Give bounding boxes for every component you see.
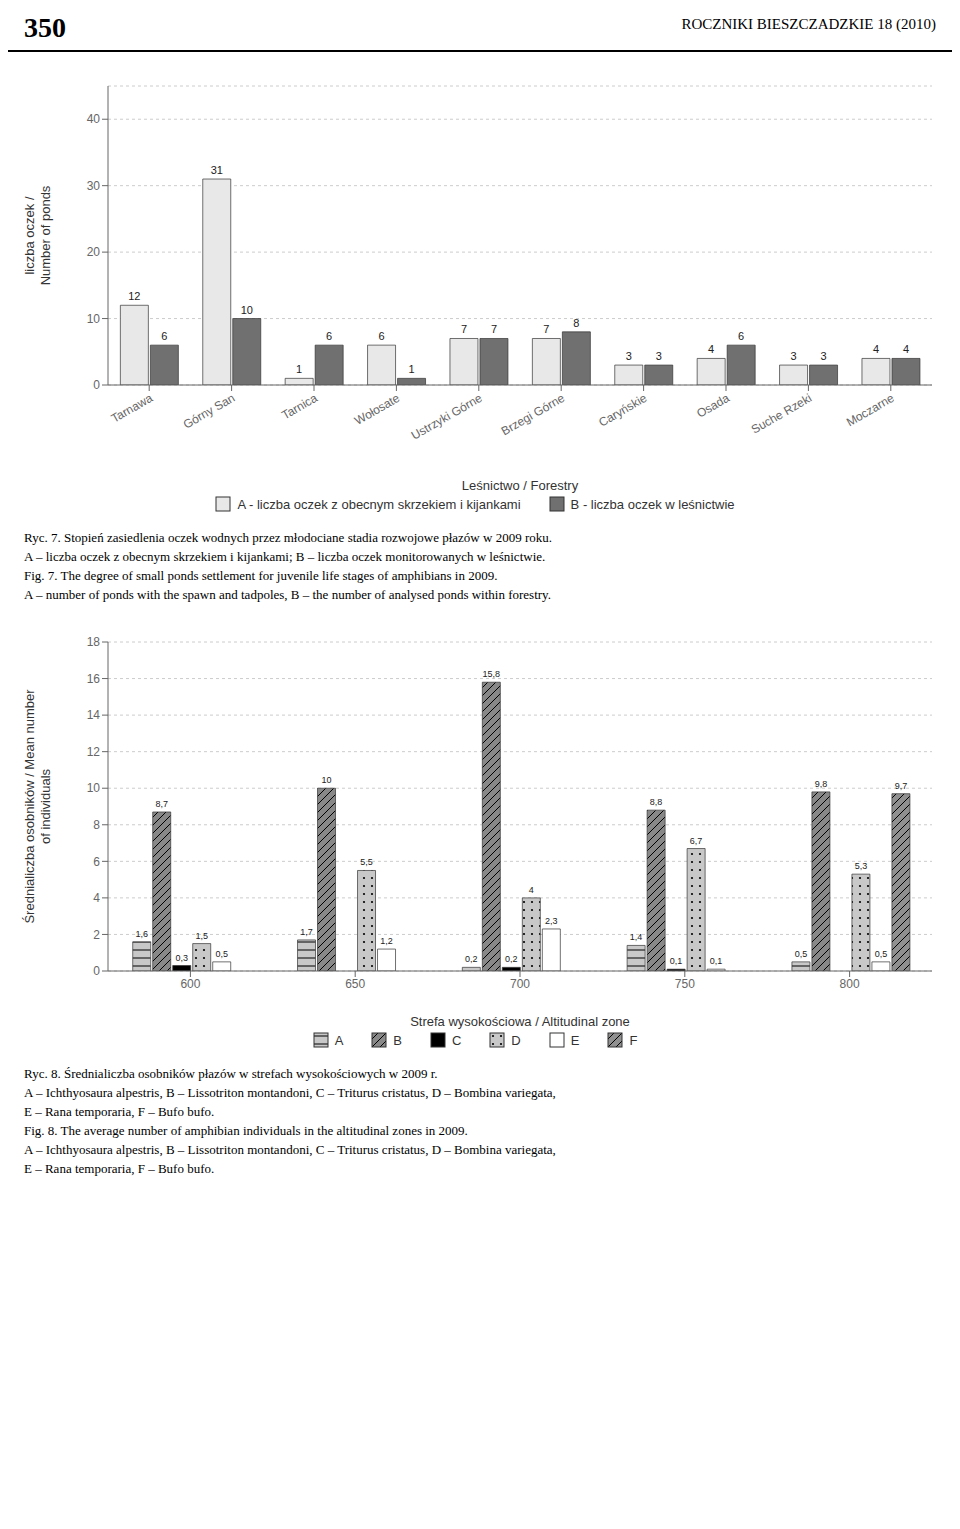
html-text:Fig. 7. The degree of small po: Fig. 7. The degree of small ponds settle… — [24, 568, 498, 583]
svg-text:20: 20 — [87, 245, 101, 259]
html-text:Ryc. 8. Średnialiczba osobnikó: Ryc. 8. Średnialiczba osobników płazów w… — [24, 1066, 438, 1081]
svg-text:Brzegi Górne: Brzegi Górne — [499, 391, 568, 439]
html-text:Ryc. 7. Stopień zasiedlenia oc: Ryc. 7. Stopień zasiedlenia oczek wodnyc… — [24, 530, 552, 545]
svg-text:Leśnictwo / Forestry: Leśnictwo / Forestry — [462, 478, 579, 493]
html-text:E: E — [570, 1032, 580, 1048]
svg-text:6: 6 — [161, 330, 167, 342]
svg-text:1: 1 — [408, 363, 414, 375]
svg-text:Średnialiczba osobników / Mean: Średnialiczba osobników / Mean numberof … — [22, 689, 53, 924]
svg-text:8,8: 8,8 — [650, 797, 663, 807]
html-text:A – number of ponds with the s: A – number of ponds with the spawn and t… — [24, 587, 551, 602]
svg-text:0,1: 0,1 — [710, 956, 723, 966]
svg-text:7: 7 — [491, 323, 497, 335]
svg-text:18: 18 — [87, 635, 101, 649]
html-text:C: C — [452, 1032, 462, 1048]
svg-text:0: 0 — [93, 964, 100, 978]
html-text:A - liczba oczek z obecnym skr: A - liczba oczek z obecnym skrzekiem i k… — [237, 496, 521, 512]
svg-text:6: 6 — [738, 330, 744, 342]
svg-text:liczba oczek /Number of ponds: liczba oczek /Number of ponds — [22, 185, 53, 285]
html-text:A: A — [334, 1032, 344, 1048]
html-text:ROCZNIKI BIESZCZADZKIE 18 (201: ROCZNIKI BIESZCZADZKIE 18 (2010) — [681, 16, 936, 32]
svg-text:3: 3 — [656, 350, 662, 362]
svg-text:10: 10 — [87, 781, 101, 795]
svg-text:3: 3 — [790, 350, 796, 362]
svg-text:Tarnawa: Tarnawa — [109, 391, 156, 426]
svg-text:4: 4 — [873, 343, 879, 355]
svg-text:0,1: 0,1 — [670, 956, 683, 966]
svg-text:0,5: 0,5 — [215, 949, 228, 959]
svg-text:2,3: 2,3 — [545, 916, 558, 926]
svg-text:14: 14 — [87, 708, 101, 722]
svg-text:Moczarne: Moczarne — [844, 391, 897, 430]
html-text:E – Rana temporaria, F – Bufo: E – Rana temporaria, F – Bufo bufo. — [24, 1104, 215, 1119]
svg-text:4: 4 — [93, 891, 100, 905]
svg-text:0,2: 0,2 — [505, 954, 518, 964]
svg-text:1: 1 — [296, 363, 302, 375]
svg-text:6: 6 — [378, 330, 384, 342]
svg-text:Wołosate: Wołosate — [352, 391, 402, 428]
svg-text:3: 3 — [626, 350, 632, 362]
html-text:D: D — [511, 1032, 521, 1048]
html-text:E – Rana temporaria, F – Bufo: E – Rana temporaria, F – Bufo bufo. — [24, 1161, 215, 1176]
svg-text:30: 30 — [87, 179, 101, 193]
html-text:Fig. 8. The average number of: Fig. 8. The average number of amphibian … — [24, 1123, 468, 1138]
svg-text:0,2: 0,2 — [465, 954, 478, 964]
svg-text:1,6: 1,6 — [135, 929, 148, 939]
svg-text:5,3: 5,3 — [855, 861, 868, 871]
svg-text:3: 3 — [820, 350, 826, 362]
svg-text:6: 6 — [93, 855, 100, 869]
svg-text:6: 6 — [326, 330, 332, 342]
html-text:A – Ichthyosaura alpestris, B: A – Ichthyosaura alpestris, B – Lissotri… — [24, 1085, 556, 1100]
svg-text:Caryńskie: Caryńskie — [596, 391, 649, 430]
svg-text:650: 650 — [345, 977, 365, 991]
svg-text:Ustrzyki Górne: Ustrzyki Górne — [409, 391, 485, 443]
svg-text:800: 800 — [840, 977, 860, 991]
svg-text:2: 2 — [93, 928, 100, 942]
svg-text:1,5: 1,5 — [195, 931, 208, 941]
svg-text:8: 8 — [93, 818, 100, 832]
svg-text:12: 12 — [128, 290, 140, 302]
html-text:B - liczba oczek w leśnictwie: B - liczba oczek w leśnictwie — [570, 496, 735, 512]
svg-text:15,8: 15,8 — [483, 669, 501, 679]
svg-text:0,3: 0,3 — [175, 953, 188, 963]
svg-text:600: 600 — [180, 977, 200, 991]
svg-text:10: 10 — [322, 775, 332, 785]
svg-text:8: 8 — [573, 317, 579, 329]
svg-text:12: 12 — [87, 745, 101, 759]
svg-text:750: 750 — [675, 977, 695, 991]
svg-text:0,5: 0,5 — [875, 949, 888, 959]
html-text:350: 350 — [24, 12, 66, 43]
svg-text:5,5: 5,5 — [360, 857, 373, 867]
svg-text:10: 10 — [241, 304, 253, 316]
svg-text:1,7: 1,7 — [300, 927, 313, 937]
svg-text:1,4: 1,4 — [630, 932, 643, 942]
html-text:A – Ichthyosaura alpestris, B: A – Ichthyosaura alpestris, B – Lissotri… — [24, 1142, 556, 1157]
svg-text:0: 0 — [93, 378, 100, 392]
svg-text:40: 40 — [87, 112, 101, 126]
svg-text:31: 31 — [211, 164, 223, 176]
html-text:A – liczba oczek z obecnym skr: A – liczba oczek z obecnym skrzekiem i k… — [24, 549, 546, 564]
svg-text:7: 7 — [543, 323, 549, 335]
svg-text:Górny San: Górny San — [181, 391, 238, 432]
svg-text:1,2: 1,2 — [380, 936, 393, 946]
svg-text:6,7: 6,7 — [690, 836, 703, 846]
svg-text:4: 4 — [903, 343, 909, 355]
svg-text:8,7: 8,7 — [155, 799, 168, 809]
svg-text:Suche Rzeki: Suche Rzeki — [749, 391, 814, 437]
svg-text:10: 10 — [87, 312, 101, 326]
svg-text:7: 7 — [461, 323, 467, 335]
svg-text:Strefa wysokościowa / Altitudi: Strefa wysokościowa / Altitudinal zone — [410, 1014, 630, 1029]
svg-text:9,8: 9,8 — [815, 779, 828, 789]
svg-text:9,7: 9,7 — [895, 781, 908, 791]
html-text:B: B — [393, 1032, 402, 1048]
svg-text:Tarnica: Tarnica — [279, 391, 320, 423]
svg-text:16: 16 — [87, 672, 101, 686]
svg-text:0,5: 0,5 — [795, 949, 808, 959]
svg-text:700: 700 — [510, 977, 530, 991]
svg-text:Osada: Osada — [694, 391, 732, 421]
html-text:F: F — [629, 1032, 638, 1048]
svg-text:4: 4 — [529, 885, 534, 895]
svg-text:4: 4 — [708, 343, 714, 355]
